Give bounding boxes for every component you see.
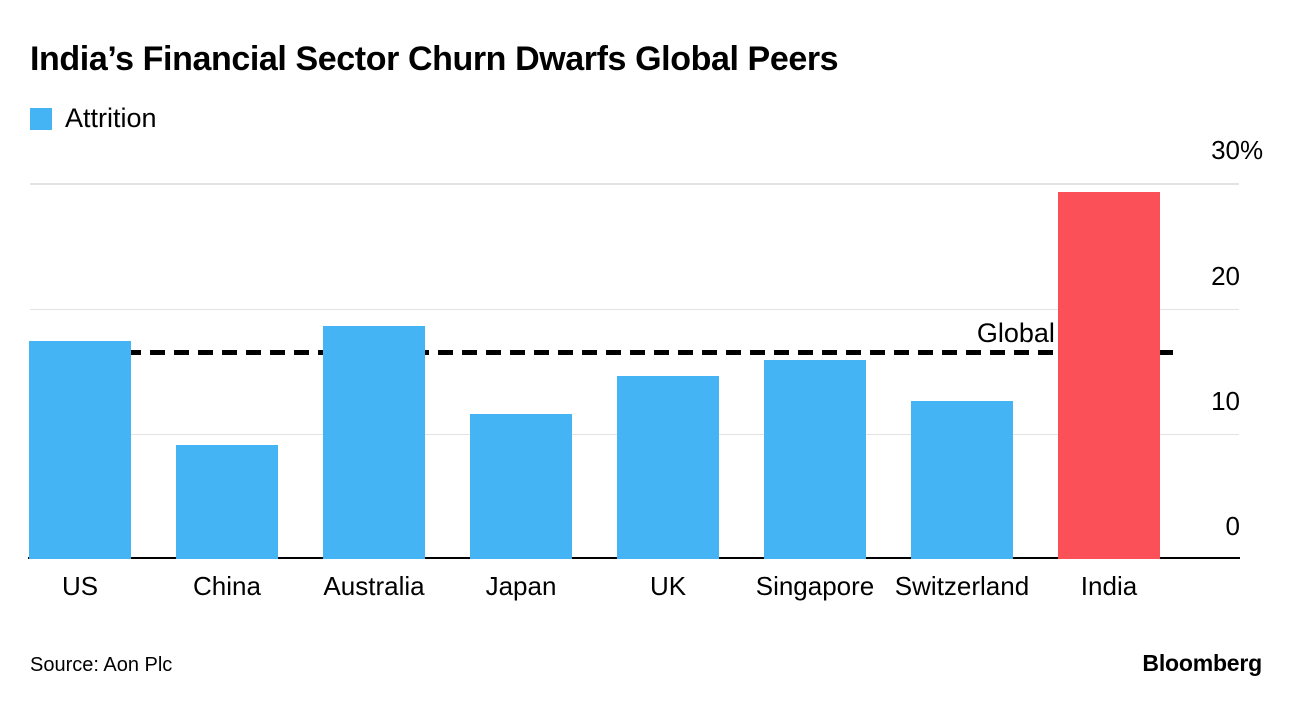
y-tick-label-0: 0: [1225, 511, 1240, 541]
bar-us: [28, 341, 132, 559]
x-axis-label-japan: Japan: [485, 571, 557, 601]
x-axis-label-uk: UK: [649, 571, 687, 601]
x-axis-label-china: China: [193, 571, 261, 601]
chart-title: India’s Financial Sector Churn Dwarfs Gl…: [30, 40, 839, 78]
bar-uk: [616, 376, 720, 559]
source-note: Source: Aon Plc: [30, 654, 173, 676]
x-axis-label-switzerland: Switzerland: [894, 571, 1030, 601]
x-axis-label-australia: Australia: [323, 571, 425, 601]
legend-label-attrition: Attrition: [65, 103, 157, 133]
y-tick-label-10: 10: [1211, 385, 1240, 416]
y-tick-label-20: 20: [1211, 260, 1240, 291]
legend-swatch-icon: [30, 107, 52, 130]
bar-australia: [322, 326, 426, 559]
global-average-line: [30, 350, 1176, 355]
bloomberg-logo: Bloomberg: [1142, 650, 1262, 676]
legend: Attrition: [30, 105, 157, 132]
x-axis-label-india: India: [1080, 571, 1138, 601]
gridline-20: [30, 308, 1239, 311]
bar-china: [175, 445, 279, 559]
gridline-30: [30, 183, 1239, 185]
bar-india: [1057, 192, 1161, 559]
x-axis-label-us: US: [61, 571, 99, 601]
bar-singapore: [763, 359, 867, 559]
percent-suffix: %: [1240, 135, 1264, 166]
bar-switzerland: [910, 401, 1014, 559]
y-tick-label-30: 30%: [1211, 135, 1264, 166]
bar-japan: [469, 413, 573, 559]
x-axis-label-singapore: Singapore: [755, 571, 875, 601]
